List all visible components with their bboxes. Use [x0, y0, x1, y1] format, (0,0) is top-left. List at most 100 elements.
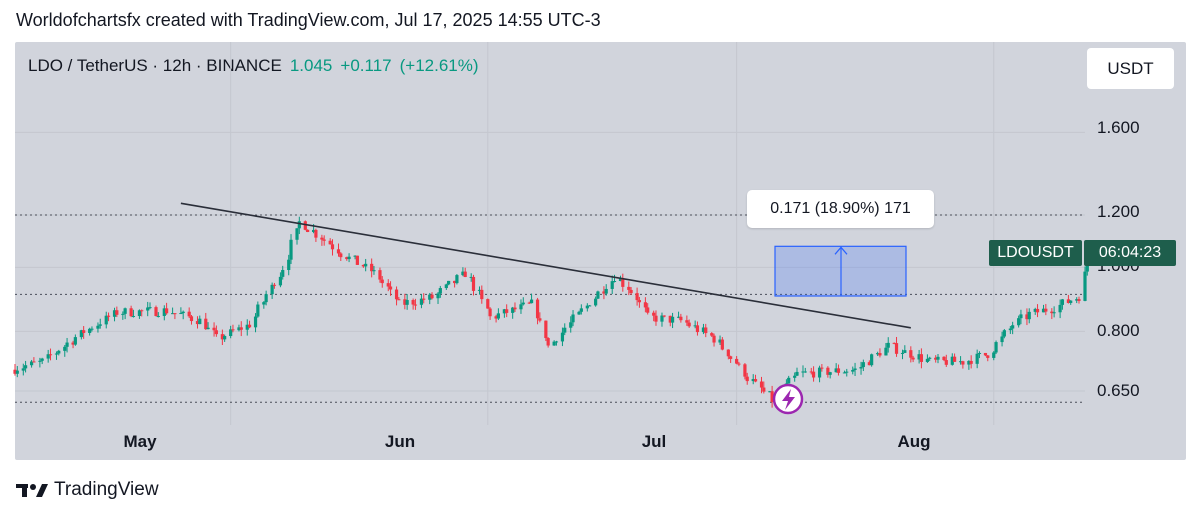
candle-body	[900, 352, 905, 354]
trendline-segment	[180, 202, 911, 329]
candle-body	[934, 357, 938, 360]
candle-body	[328, 240, 332, 245]
candle-body	[380, 279, 384, 284]
candle-body	[762, 387, 766, 392]
candle-body	[892, 342, 896, 344]
candle-body	[477, 289, 482, 291]
candle-body	[795, 371, 799, 376]
lightning-icon[interactable]	[772, 383, 804, 415]
candle-body	[809, 371, 813, 373]
candle-body	[836, 368, 841, 373]
candle-body	[494, 316, 498, 319]
candle-body	[347, 256, 351, 260]
candle-body	[1083, 271, 1087, 301]
candle-body	[710, 333, 714, 336]
candle-body	[264, 294, 268, 303]
candle-body	[826, 367, 830, 375]
candle-body	[253, 316, 258, 328]
candle-body	[870, 354, 874, 366]
candle-body	[73, 337, 77, 345]
candle-body	[704, 327, 708, 334]
candle-body	[770, 391, 774, 402]
candle-body	[405, 300, 409, 305]
candle-body	[652, 312, 656, 316]
currency-selector[interactable]: USDT	[1087, 48, 1174, 89]
candle-body	[544, 320, 548, 339]
candle-body	[729, 356, 733, 359]
candle-body	[845, 371, 849, 373]
footer-brand-label: TradingView	[54, 479, 159, 500]
candle-body	[585, 305, 589, 309]
last-price: 1.045	[289, 56, 333, 75]
candle-body	[469, 276, 473, 278]
candle-body	[513, 307, 517, 310]
candle-body	[413, 304, 418, 306]
candle-body	[239, 327, 243, 330]
candle-body	[735, 358, 739, 364]
candle-body	[1044, 308, 1048, 312]
candle-body	[463, 271, 467, 278]
candle-body	[1066, 299, 1071, 303]
candle-body	[322, 239, 326, 241]
candle-body	[903, 350, 907, 353]
candle-body	[695, 325, 700, 333]
candle-body	[670, 316, 675, 323]
price-tag-symbol: LDOUSDT	[989, 240, 1082, 266]
candle-body	[610, 281, 614, 289]
candle-body	[287, 259, 291, 271]
candle-body	[925, 358, 930, 362]
candle-body	[121, 313, 125, 315]
candle-body	[618, 278, 623, 282]
candle-body	[876, 353, 880, 355]
candle-body	[38, 360, 42, 362]
candle-body	[247, 324, 252, 328]
candle-body	[1033, 308, 1037, 312]
candle-body	[140, 310, 144, 312]
price-change: +0.117	[340, 56, 392, 75]
candle-body	[112, 310, 117, 317]
candle-body	[579, 308, 583, 312]
candle-body	[430, 294, 434, 299]
candle-body	[23, 365, 28, 369]
candle-body	[428, 294, 432, 300]
candle-body	[627, 286, 631, 290]
candle-body	[364, 263, 368, 267]
candle-body	[569, 322, 573, 328]
candle-body	[15, 370, 19, 374]
candle-body	[685, 320, 689, 323]
candle-body	[106, 315, 111, 317]
candle-body	[944, 360, 948, 365]
candle-body	[131, 316, 136, 318]
candle-body	[928, 357, 932, 359]
candle-body	[486, 299, 490, 309]
candle-body	[1008, 328, 1012, 331]
candle-body	[867, 362, 871, 366]
chart-credit: Worldofchartsfx created with TradingView…	[16, 10, 601, 30]
candle-body	[220, 334, 224, 340]
candle-body	[621, 278, 625, 287]
candle-body	[272, 284, 277, 286]
candle-body	[1035, 308, 1040, 313]
candle-body	[975, 353, 979, 364]
candle-body	[214, 330, 218, 335]
candle-body	[1025, 314, 1029, 320]
candle-body	[511, 307, 515, 313]
candle-body	[303, 221, 307, 230]
candle-body	[403, 299, 407, 305]
candle-body	[768, 391, 772, 393]
footer-brand[interactable]: TradingView	[16, 479, 159, 501]
x-tick-label-aug: Aug	[897, 432, 931, 451]
candle-body	[828, 372, 832, 375]
candle-body	[339, 253, 343, 258]
candle-body	[1058, 304, 1062, 313]
candle-body	[96, 325, 100, 329]
candle-body	[471, 276, 476, 291]
candle-body	[546, 338, 550, 346]
tradingview-logo-icon	[16, 484, 48, 497]
candle-body	[229, 329, 233, 337]
symbol-legend: LDO / TetherUS · 12h · BINANCE 1.045 +0.…	[28, 56, 479, 76]
candle-body	[967, 360, 971, 365]
candle-body	[444, 284, 448, 289]
price-tag-countdown: 06:04:23	[1084, 240, 1176, 266]
candle-body	[952, 356, 957, 362]
